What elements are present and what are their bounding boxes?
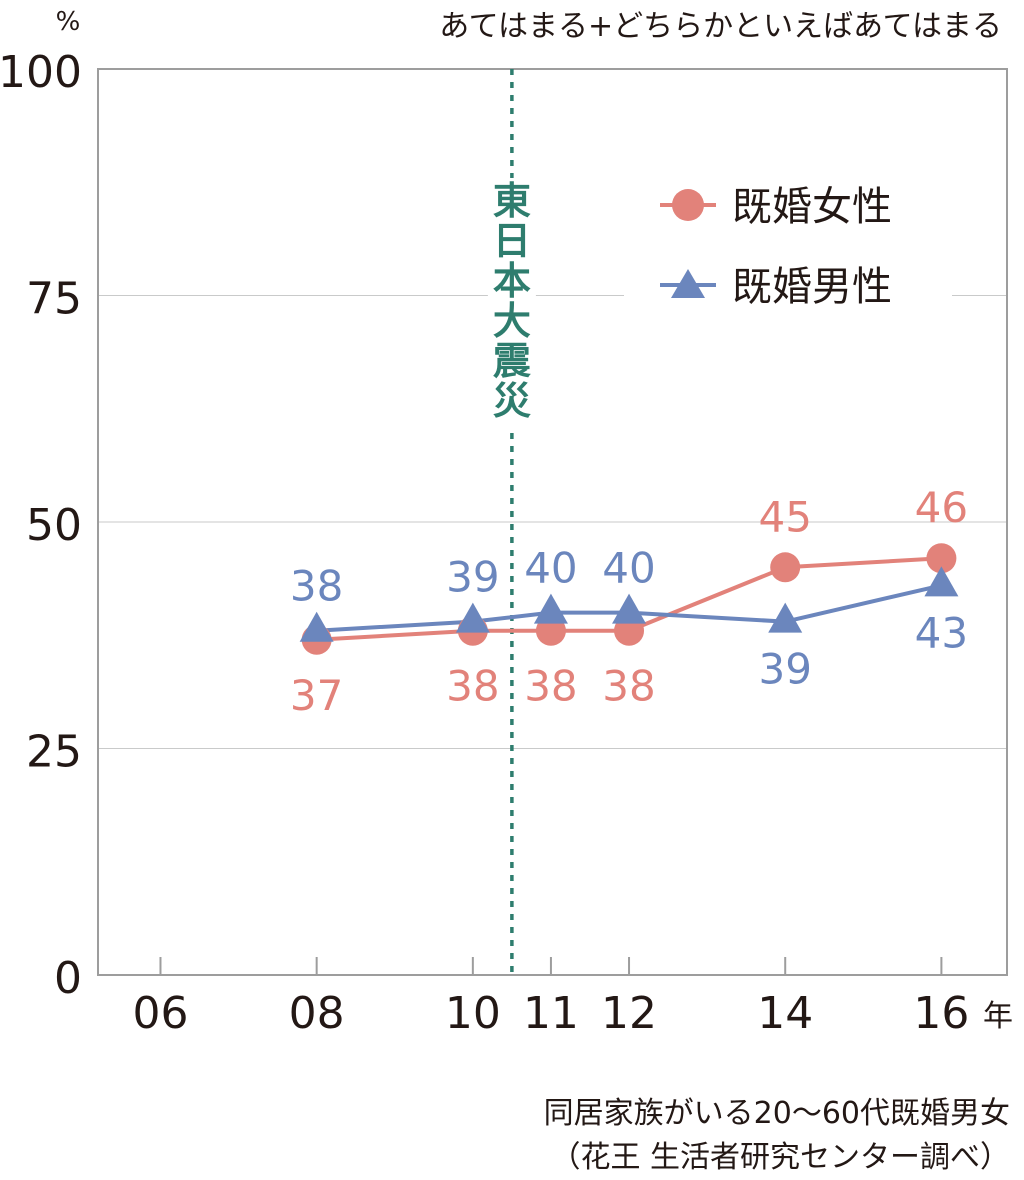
y-tick-label: 50	[26, 500, 82, 551]
data-point	[924, 566, 959, 597]
data-point	[768, 602, 803, 633]
data-point	[455, 602, 490, 633]
x-tick-label: 11	[523, 988, 579, 1039]
data-point	[926, 543, 957, 574]
y-tick-label: 100	[0, 47, 82, 98]
legend-label: 既婚男性	[732, 264, 892, 310]
data-label: 38	[602, 662, 655, 711]
data-label: 38	[446, 662, 499, 711]
x-tick-label: 12	[601, 988, 657, 1039]
data-label: 38	[524, 662, 577, 711]
data-label: 37	[290, 671, 343, 720]
event-label-char: 本	[493, 259, 531, 303]
event-label-char: 大	[493, 299, 531, 343]
legend-label: 既婚女性	[732, 184, 892, 230]
y-unit-label: %	[56, 7, 81, 37]
footnote-line-2: （花王 生活者研究センター調べ）	[550, 1140, 1010, 1175]
x-tick-label: 08	[289, 988, 345, 1039]
y-tick-label: 25	[26, 727, 82, 778]
x-unit-label: 年	[983, 999, 1013, 1034]
data-label: 39	[758, 645, 811, 694]
footnote-line-1: 同居家族がいる20～60代既婚男女	[543, 1096, 1010, 1131]
data-label: 40	[524, 544, 577, 593]
event-label-char: 震	[493, 339, 532, 383]
event-label-char: 東	[493, 179, 531, 223]
series-line	[316, 583, 942, 633]
event-label-char: 日	[493, 219, 531, 263]
x-tick-label: 14	[757, 988, 813, 1039]
event-label-background	[487, 178, 536, 428]
x-tick-label: 06	[132, 988, 188, 1039]
data-label: 40	[602, 544, 655, 593]
legend-marker	[671, 269, 705, 298]
y-tick-label: 75	[26, 274, 82, 325]
data-point	[770, 552, 801, 583]
plot-frame	[97, 68, 1008, 976]
series-line	[316, 556, 942, 642]
data-label: 43	[915, 608, 968, 657]
x-tick-label: 16	[913, 988, 969, 1039]
event-label-char: 災	[493, 379, 531, 423]
data-label: 39	[446, 553, 499, 602]
chart-subtitle: あてはまる+どちらかといえばあてはまる	[439, 9, 1002, 44]
data-label: 45	[758, 492, 811, 541]
data-point	[299, 611, 334, 642]
data-label: 46	[915, 483, 968, 532]
y-tick-label: 0	[54, 953, 82, 1004]
data-point	[612, 593, 647, 624]
x-tick-label: 10	[445, 988, 501, 1039]
data-point	[533, 593, 568, 624]
data-label: 38	[290, 562, 343, 611]
legend-marker	[672, 189, 704, 221]
